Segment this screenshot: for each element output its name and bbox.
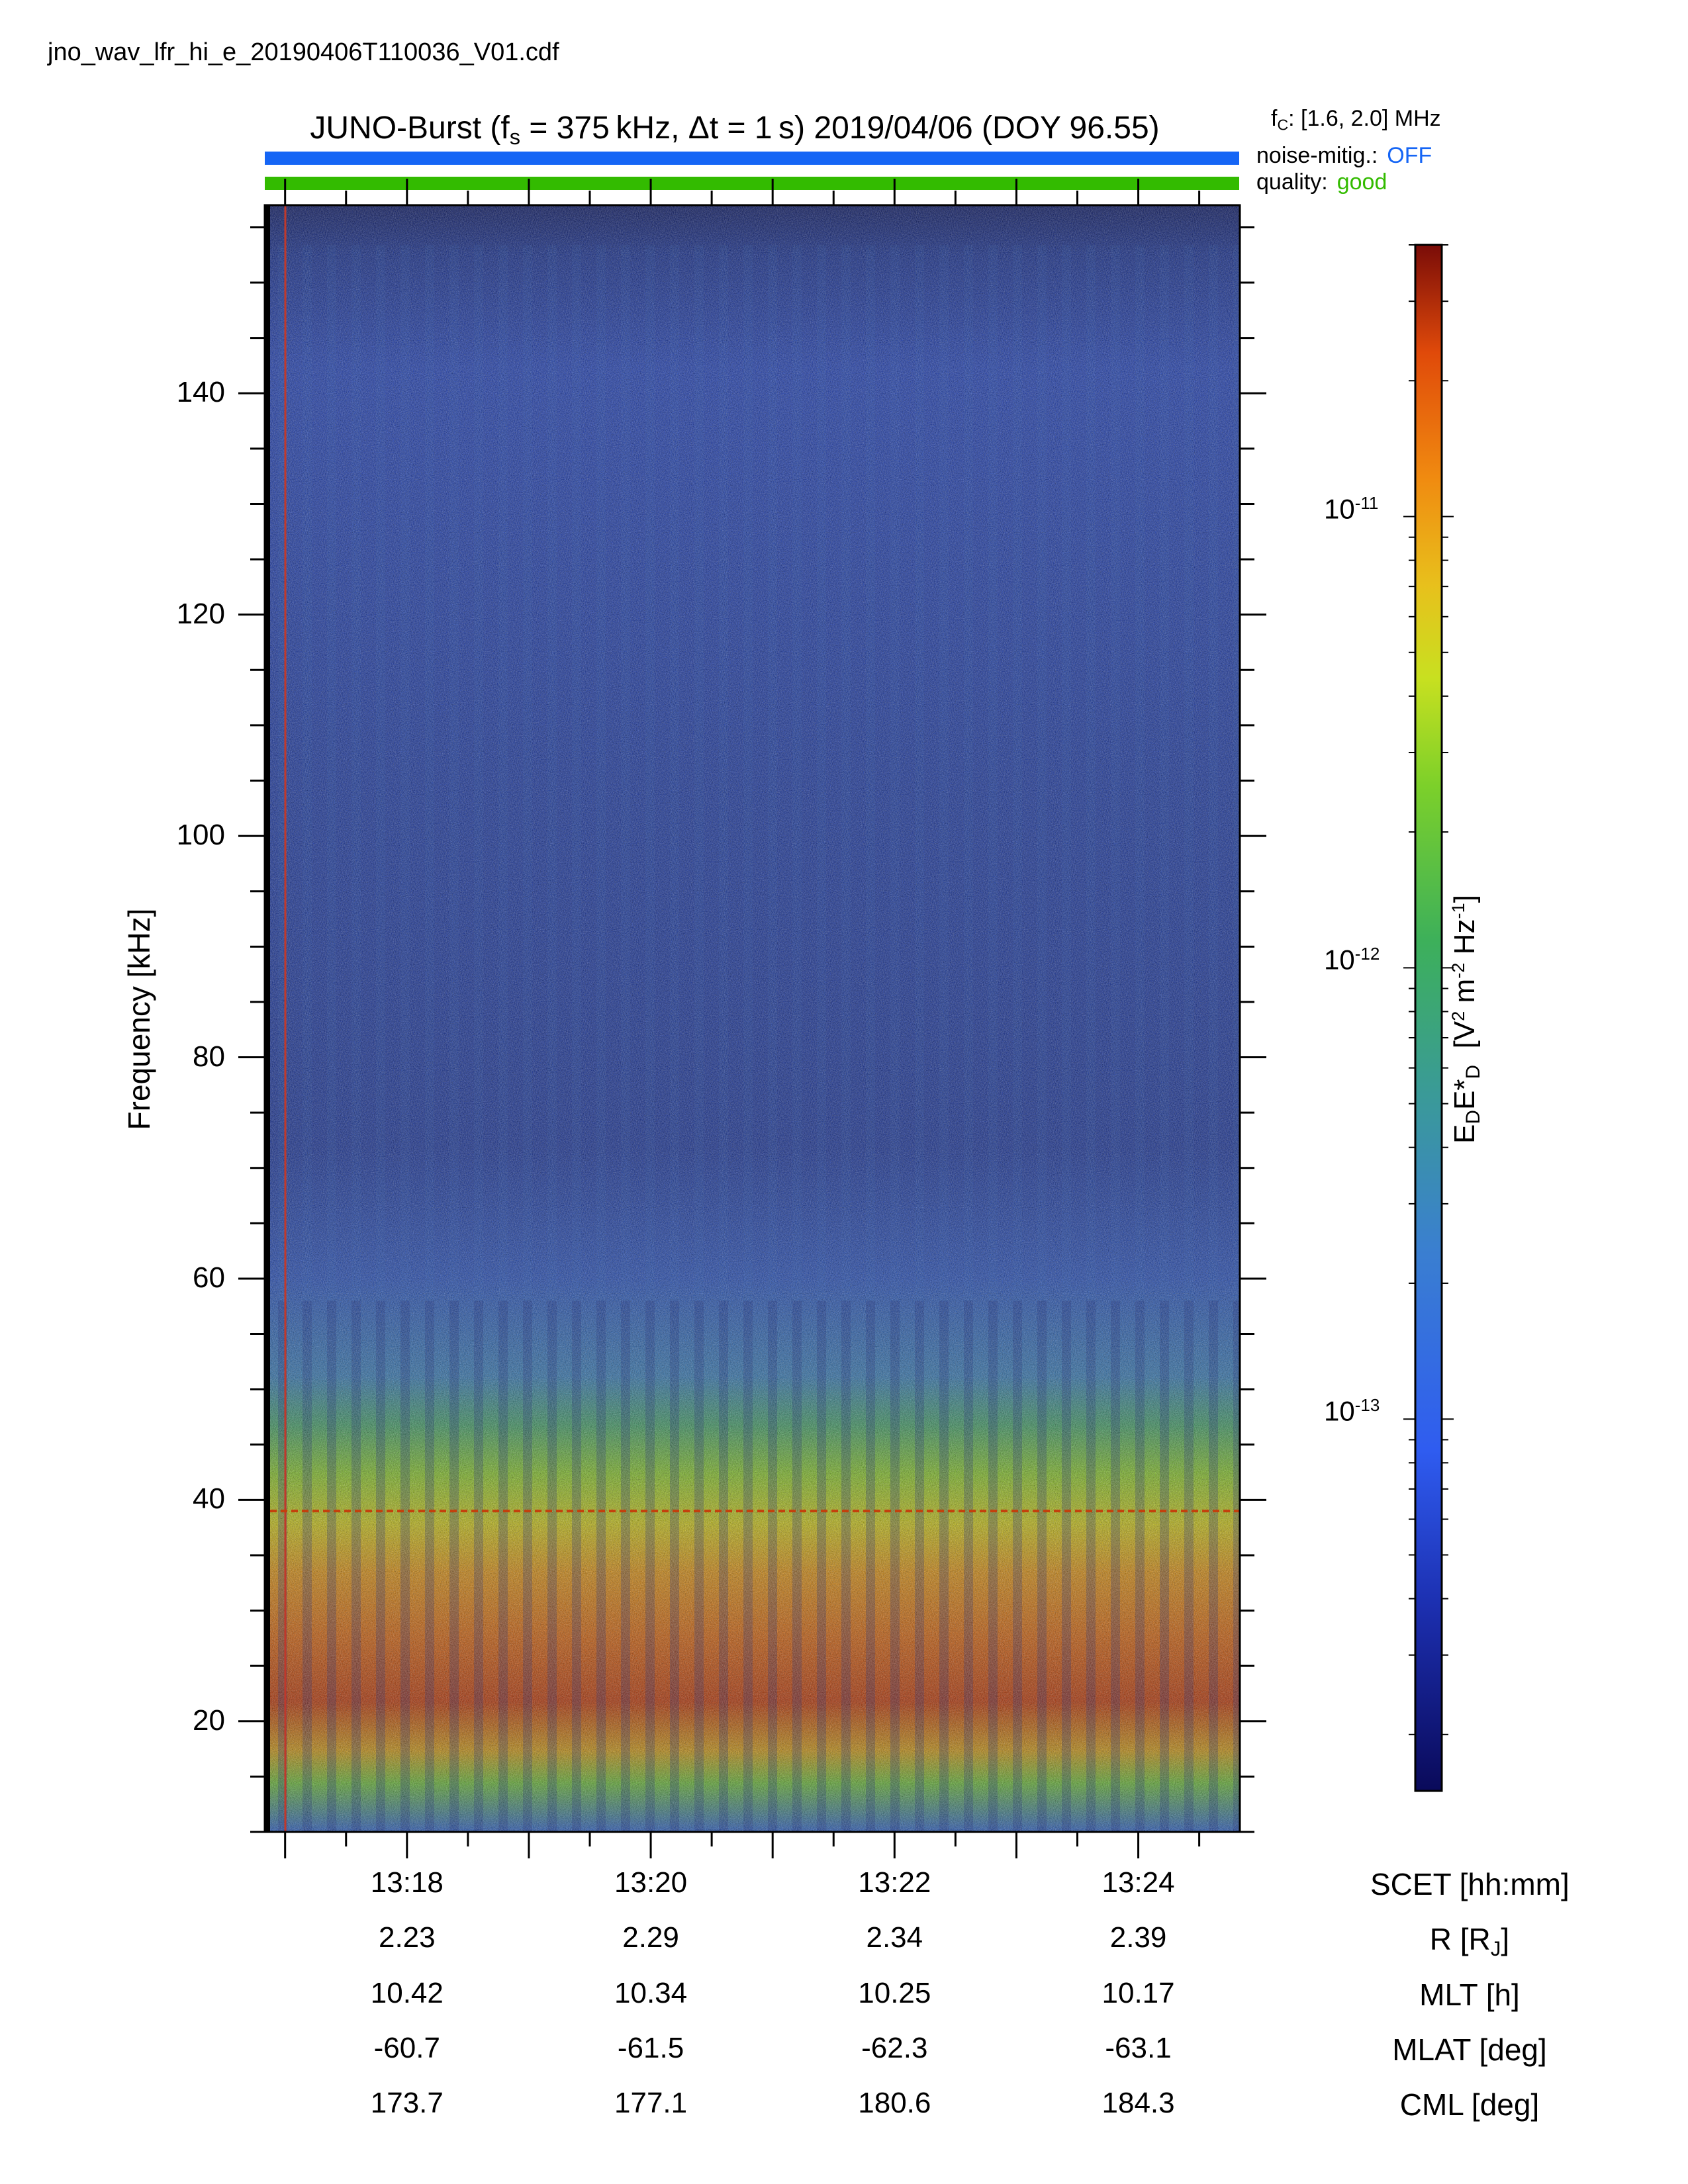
colorbar-label: EDE*D [V2 m-2 Hz-1] (1448, 895, 1485, 1144)
ephemeris-value: 2.39 (1109, 1921, 1167, 1954)
fc-range: fC: [1.6, 2.0] MHz (1271, 106, 1441, 134)
title-subscript: s (509, 124, 521, 150)
quality-bar (265, 177, 1239, 190)
ephemeris-value: 10.17 (1102, 1977, 1175, 2009)
x-axis-label: SCET [hh:mm] (1370, 1867, 1570, 1901)
x-tick-label: 13:24 (1102, 1866, 1175, 1899)
spectrogram-image (265, 205, 1240, 1832)
colorbar-tick-exponent: -11 (1354, 492, 1379, 513)
colorbar-tick-label: 10-11 (1324, 492, 1379, 524)
colorbar-ticks (1403, 244, 1454, 1735)
colorbar (1414, 244, 1443, 1792)
ephemeris-value: 184.3 (1102, 2087, 1175, 2119)
colorbar-tick-label: 10-13 (1324, 1395, 1380, 1427)
chart-title: JUNO-Burst (fs = 375 kHz, Δt = 1 s) 2019… (265, 110, 1205, 150)
ephemeris-label: CML [deg] (1399, 2087, 1540, 2122)
cb-label-units-b: m (1448, 978, 1481, 1011)
y-tick-label: 80 (193, 1040, 225, 1073)
ephemeris-value: -63.1 (1105, 2032, 1172, 2064)
noise-mitigation-status: noise-mitig.: OFF (1256, 143, 1432, 169)
ephemeris-value: 10.42 (370, 1977, 444, 2009)
y-axis-label: Frequency [kHz] (122, 908, 156, 1130)
title-rest: = 375 kHz, Δt = 1 s) 2019/04/06 (DOY 96.… (520, 111, 1160, 146)
ephemeris-value: 2.23 (378, 1921, 436, 1954)
fc-rest: : [1.6, 2.0] MHz (1288, 106, 1441, 131)
colorbar-tick-exponent: -13 (1354, 1395, 1380, 1416)
cb-label-estar: E* (1448, 1079, 1481, 1110)
left-edge-strip (265, 205, 270, 1832)
y-tick-label: 20 (193, 1704, 225, 1737)
ephemeris-value: 180.6 (858, 2087, 931, 2119)
title-prefix: JUNO-Burst (f (310, 111, 510, 146)
y-tick-label: 60 (193, 1261, 225, 1294)
ephemeris-value: 177.1 (614, 2087, 688, 2119)
y-tick-label: 40 (193, 1482, 225, 1516)
quality-label: quality: (1256, 169, 1328, 195)
x-axis-ticks (284, 179, 1201, 1858)
cb-label-units-c: Hz (1448, 919, 1481, 963)
x-tick-label: 13:20 (614, 1866, 688, 1899)
cb-label-sup3: -1 (1447, 903, 1468, 919)
colorbar-tick-exponent: -12 (1354, 944, 1380, 964)
noise-value: OFF (1387, 143, 1432, 168)
y-tick-label: 120 (176, 597, 225, 630)
ephemeris-value: -60.7 (373, 2032, 440, 2064)
file-name: jno_wav_lfr_hi_e_20190406T110036_V01.cdf (48, 38, 559, 66)
cb-label-sub1: D (1462, 1109, 1485, 1124)
plot-frame (263, 204, 1241, 1833)
ephemeris-value: 2.34 (866, 1921, 923, 1954)
x-tick-label: 13:18 (370, 1866, 444, 1899)
ephemeris-label-subscript: J (1490, 1936, 1501, 1960)
ephemeris-value: 10.34 (614, 1977, 688, 2009)
quality-status: quality: good (1256, 169, 1387, 195)
y-axis-ticks (238, 226, 1266, 1833)
y-tick-label: 140 (176, 376, 225, 409)
noise-label: noise-mitig.: (1256, 143, 1378, 168)
ephemeris-value: -61.5 (617, 2032, 684, 2064)
x-tick-label: 13:22 (858, 1866, 931, 1899)
colorbar-tick-label: 10-12 (1324, 944, 1380, 976)
fc-subscript: C (1277, 116, 1289, 134)
quality-value: good (1336, 169, 1387, 195)
ephemeris-value: -62.3 (861, 2032, 928, 2064)
ephemeris-value: 10.25 (858, 1977, 931, 2009)
cb-label-e: E (1448, 1124, 1481, 1144)
ephemeris-label: MLAT [deg] (1392, 2032, 1547, 2067)
noise-mitigation-bar (265, 152, 1239, 165)
ephemeris-label: MLT [h] (1419, 1978, 1520, 2012)
ephemeris-label: R [RJ] (1429, 1922, 1510, 1960)
cb-label-units-a: [V (1448, 1021, 1481, 1065)
cb-label-sub2: D (1462, 1064, 1485, 1079)
fc-prefix: f (1271, 106, 1278, 131)
cb-label-units-d: ] (1448, 895, 1481, 903)
cb-label-sup2: -2 (1447, 962, 1468, 979)
ephemeris-value: 173.7 (370, 2087, 444, 2119)
ephemeris-value: 2.29 (622, 1921, 679, 1954)
y-tick-label: 100 (176, 819, 225, 852)
cb-label-sup1: 2 (1447, 1011, 1468, 1021)
